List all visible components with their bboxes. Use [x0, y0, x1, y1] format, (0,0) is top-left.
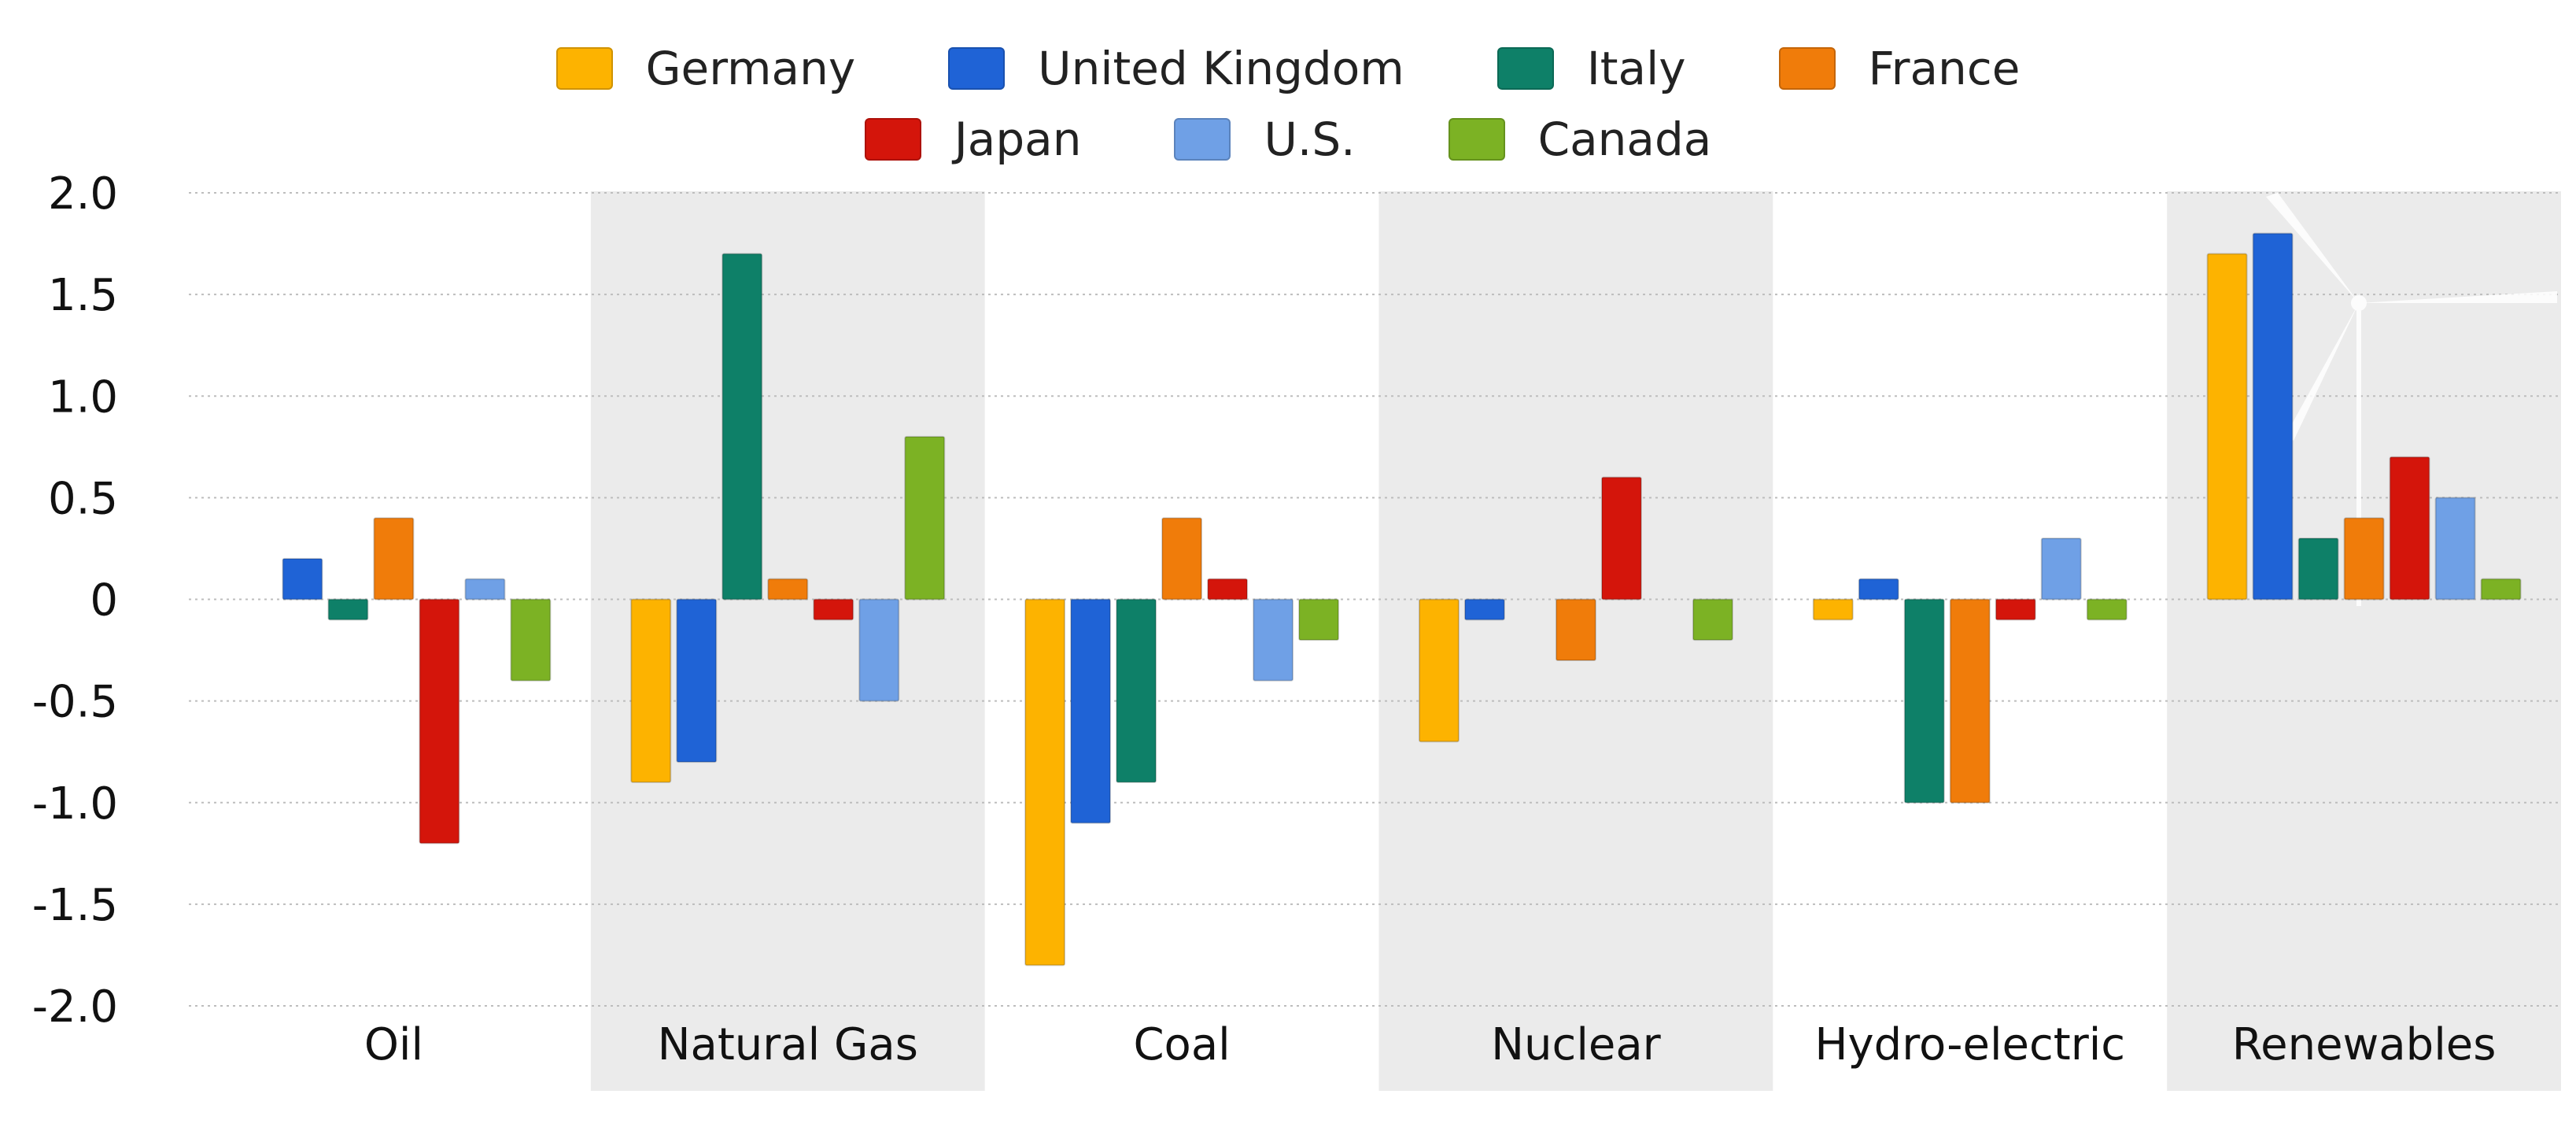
legend-swatch: [1778, 47, 1836, 90]
bar: [2040, 538, 2082, 601]
bar: [2206, 253, 2248, 601]
legend-row: Germany United Kingdom Italy France: [0, 33, 2576, 104]
bar: [1024, 598, 1066, 967]
y-tick-label: 2.0: [48, 168, 118, 220]
bar: [327, 598, 369, 621]
legend-swatch: [1174, 118, 1231, 161]
y-tick-labels: 2.0 1.5 1.0 0.5 0 -0.5 -1.0 -1.5 -2.0: [32, 168, 118, 1033]
bar: [510, 598, 552, 682]
legend-item: Germany: [555, 42, 856, 95]
legend-item: Italy: [1497, 42, 1686, 95]
bar: [464, 578, 506, 601]
bar: [858, 598, 900, 702]
legend-label: Canada: [1537, 113, 1712, 166]
bar: [1207, 578, 1249, 601]
bar: [630, 598, 672, 783]
bar: [676, 598, 718, 763]
legend-item: United Kingdom: [948, 42, 1404, 95]
bar: [813, 598, 854, 621]
bar: [2480, 578, 2522, 601]
legend-item: Japan: [864, 113, 1082, 166]
legend-swatch: [1448, 118, 1505, 161]
y-tick-label: -2.0: [32, 981, 118, 1033]
y-tick-label: -1.0: [32, 778, 118, 830]
bar: [904, 435, 946, 601]
x-category-labels: Oil Natural Gas Coal Nuclear Hydro-electric R…: [364, 1019, 2497, 1070]
bar: [1116, 598, 1157, 783]
x-category-label: Nuclear: [1491, 1019, 1662, 1070]
bars: [282, 232, 2522, 967]
legend-item: U.S.: [1174, 113, 1356, 166]
bar: [1692, 598, 1733, 641]
bar: [2297, 538, 2339, 601]
bar: [1463, 598, 1505, 621]
x-category-label: Hydro-electric: [1814, 1019, 2125, 1070]
legend-item: France: [1778, 42, 2021, 95]
bar: [1600, 476, 1642, 601]
bar: [1555, 598, 1596, 661]
bar: [1812, 598, 1854, 621]
bar: [1070, 598, 1112, 824]
bar: [1253, 598, 1294, 682]
bar: [1298, 598, 1340, 641]
bar: [2434, 497, 2476, 601]
bar: [1995, 598, 2036, 621]
legend-swatch: [948, 47, 1006, 90]
bar: [2389, 456, 2430, 601]
bar: [722, 253, 763, 601]
legend-item: Canada: [1448, 113, 1712, 166]
bar: [2252, 232, 2294, 601]
x-category-label: Coal: [1133, 1019, 1230, 1070]
y-tick-label: 1.5: [48, 270, 118, 321]
x-category-label: Natural Gas: [658, 1019, 918, 1070]
y-tick-label: 0: [90, 575, 118, 626]
legend-swatch: [864, 118, 921, 161]
bar: [2343, 517, 2385, 601]
legend-row: Japan U.S. Canada: [0, 104, 2576, 175]
y-tick-label: 0.5: [48, 473, 118, 524]
bar: [2086, 598, 2128, 621]
bar: [1418, 598, 1460, 743]
gridlines: [189, 192, 2561, 1007]
bar: [767, 578, 809, 601]
y-tick-label: 1.0: [48, 371, 118, 423]
legend-label: United Kingdom: [1038, 42, 1404, 95]
bar: [282, 557, 323, 601]
legend-label: France: [1868, 42, 2021, 95]
y-tick-label: -1.5: [32, 880, 118, 931]
bar: [373, 517, 415, 601]
bar: [1949, 598, 1991, 804]
y-tick-label: -0.5: [32, 677, 118, 728]
legend-swatch: [1497, 47, 1554, 90]
bar: [1903, 598, 1945, 804]
bar: [1858, 578, 1899, 601]
legend-label: Japan: [954, 113, 1082, 166]
legend-label: U.S.: [1264, 113, 1356, 166]
legend: Germany United Kingdom Italy France Japan U.…: [0, 33, 2576, 175]
legend-swatch: [555, 47, 613, 90]
legend-label: Italy: [1586, 42, 1686, 95]
legend-label: Germany: [645, 42, 856, 95]
bar: [1161, 517, 1203, 601]
x-category-label: Oil: [364, 1019, 423, 1070]
x-category-label: Renewables: [2232, 1019, 2497, 1070]
bar: [419, 598, 460, 845]
